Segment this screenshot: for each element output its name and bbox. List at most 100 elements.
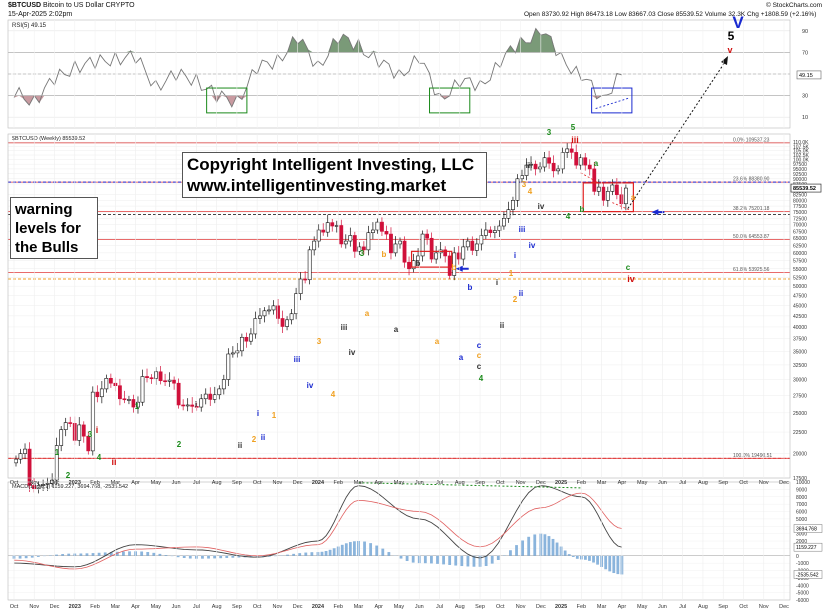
- wave-label: iii: [341, 323, 348, 332]
- price-y-tick-label: 22500: [793, 430, 807, 436]
- price-title: $BTCUSD (Weekly) 85539.52: [12, 136, 85, 142]
- price-x-tick-label: 2023: [69, 480, 81, 486]
- candle-body: [592, 168, 597, 192]
- price-x-tick-label: Nov: [273, 480, 283, 486]
- price-y-tick-label: 107.5K: [793, 144, 810, 150]
- price-x-tick-label: Aug: [698, 480, 708, 486]
- candle-body: [316, 229, 321, 242]
- wave-label: v: [727, 45, 732, 55]
- wave-label: b: [452, 263, 457, 272]
- price-y-tick-label: 20000: [793, 452, 807, 458]
- macd-hist-bar: [320, 551, 324, 556]
- macd-x-tick-label: Dec: [779, 604, 789, 610]
- price-y-tick-label: 102.5K: [793, 153, 810, 159]
- candle-body: [285, 319, 289, 327]
- macd-hist-bar: [328, 549, 332, 556]
- price-x-tick-label: Dec: [536, 480, 546, 486]
- candle-body: [23, 448, 27, 454]
- macd-hist-bar: [363, 541, 366, 556]
- candle-body: [479, 235, 484, 245]
- macd-hist-bar: [616, 555, 620, 575]
- wave-label: iv: [538, 202, 545, 211]
- candle-body: [14, 458, 18, 464]
- wave-label: 1: [135, 402, 140, 411]
- candle-body: [199, 398, 204, 408]
- macd-x-tick-label: Feb: [90, 604, 99, 610]
- price-y-tick-label: 95000: [793, 167, 807, 173]
- candle-body: [108, 378, 113, 384]
- macd-hist-bar: [79, 553, 83, 556]
- macd-hist-bar: [547, 536, 551, 556]
- macd-hist-bar: [584, 555, 587, 560]
- candle-body: [601, 186, 606, 201]
- price-y-tick-label: 25000: [793, 411, 807, 417]
- wave-label: iv: [349, 348, 356, 357]
- candle-body: [361, 246, 366, 251]
- candle-body: [343, 240, 348, 245]
- candle-body: [95, 391, 100, 398]
- candle-body: [294, 293, 298, 315]
- symbol-name: Bitcoin to US Dollar: [43, 2, 104, 9]
- macd-hist-bar: [286, 554, 289, 556]
- macd-hist-bar: [604, 555, 608, 570]
- macd-last-box: [793, 524, 823, 533]
- macd-hist-bar: [348, 542, 352, 556]
- candle-body: [483, 229, 488, 236]
- macd-last-box: [793, 570, 823, 579]
- candle-body: [583, 157, 588, 166]
- candle-body: [312, 240, 317, 251]
- macd-x-tick-label: Jun: [172, 604, 181, 610]
- macd-y-tick-label: 8000: [796, 495, 807, 501]
- wave-label: i: [496, 278, 498, 287]
- macd-hist-bar: [231, 555, 235, 558]
- price-x-tick-label: Sep: [232, 480, 242, 486]
- symbol-title: $BTCUSD Bitcoin to US Dollar CRYPTO: [8, 2, 135, 9]
- candle-body: [90, 391, 95, 452]
- candle-body: [127, 399, 131, 401]
- macd-hist-bar: [292, 553, 296, 556]
- candle-body: [330, 222, 335, 227]
- macd-hist-bar: [490, 555, 494, 564]
- candle-body: [538, 166, 542, 170]
- candle-body: [452, 252, 457, 276]
- macd-hist-bar: [267, 555, 271, 557]
- candle-body: [443, 249, 448, 257]
- macd-x-tick-label: Nov: [759, 604, 769, 610]
- wave-label: 4: [566, 212, 571, 221]
- fib-level-label: 100.0% 19490.51: [733, 453, 772, 459]
- price-x-tick-label: Dec: [779, 480, 789, 486]
- wave-label: 5: [728, 29, 735, 43]
- macd-hist-bar: [36, 555, 40, 557]
- macd-x-tick-label: May: [151, 604, 162, 610]
- macd-divergence-line: [358, 482, 582, 489]
- candle-body: [511, 200, 515, 210]
- candle-body: [398, 240, 402, 245]
- price-x-tick-label: Feb: [90, 480, 99, 486]
- wave-label: 4: [97, 453, 102, 462]
- price-y-tick-label: 77500: [793, 204, 807, 210]
- candle-body: [86, 435, 91, 452]
- candle-body: [407, 261, 411, 270]
- candle-body: [474, 243, 479, 251]
- candle-body: [533, 163, 538, 170]
- wave-label: ii: [519, 289, 523, 298]
- wave-label: c: [477, 362, 482, 371]
- wave-label: ii: [500, 321, 504, 330]
- macd-hist-bar: [521, 540, 525, 556]
- exchange: CRYPTO: [105, 2, 135, 9]
- symbol: $BTCUSD: [8, 2, 42, 9]
- candle-body: [596, 186, 601, 192]
- macd-hist-bar: [207, 555, 210, 559]
- wave-label: iv: [529, 241, 536, 250]
- candle-body: [623, 187, 628, 205]
- price-x-tick-label: Apr: [374, 480, 383, 486]
- fib-level-label: 50.0% 64553.87: [733, 234, 770, 240]
- candle-body: [185, 404, 190, 407]
- macd-x-tick-label: Jul: [436, 604, 443, 610]
- price-x-tick-label: Sep: [475, 480, 485, 486]
- price-y-tick-label: 67500: [793, 229, 807, 235]
- macd-hist-bar: [152, 552, 156, 556]
- candle-body: [605, 191, 610, 201]
- macd-hist-bar: [496, 555, 500, 560]
- candle-body: [389, 233, 393, 254]
